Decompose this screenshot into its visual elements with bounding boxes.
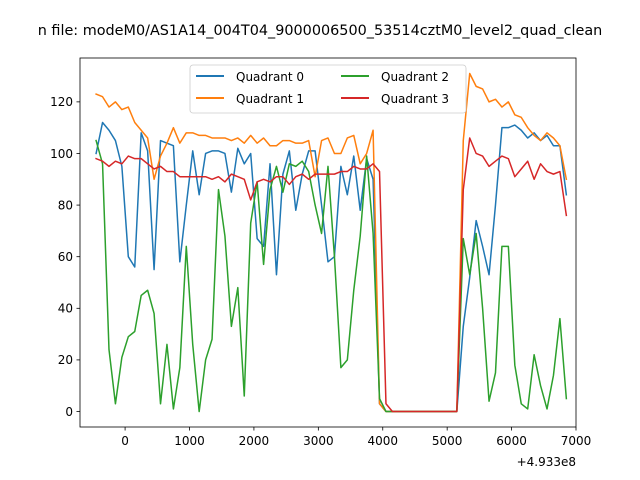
series-layer bbox=[95, 72, 568, 413]
series-line-quadrant-1 bbox=[95, 72, 568, 413]
series-line-quadrant-2 bbox=[95, 139, 568, 413]
y-tick-label: 100 bbox=[50, 147, 73, 161]
x-tick-label: 6000 bbox=[496, 434, 527, 448]
y-tick-label: 120 bbox=[50, 95, 73, 109]
y-tick-label: 60 bbox=[58, 250, 73, 264]
legend-frame bbox=[189, 64, 467, 114]
plot-area-frame bbox=[79, 57, 577, 428]
legend-label-quadrant-3: Quadrant 3 bbox=[381, 92, 449, 106]
legend-label-quadrant-2: Quadrant 2 bbox=[381, 70, 449, 84]
x-tick-label: 0 bbox=[121, 434, 129, 448]
y-tick-label: 20 bbox=[58, 353, 73, 367]
x-tick-label: 1000 bbox=[174, 434, 205, 448]
legend: Quadrant 0 Quadrant 1 Quadrant 2 Quadran… bbox=[189, 64, 467, 114]
x-tick-label: 3000 bbox=[303, 434, 334, 448]
series-line-quadrant-3 bbox=[95, 137, 568, 413]
x-tick-label: 4000 bbox=[367, 434, 398, 448]
x-axis: 0 1000 2000 3000 4000 5000 6000 7000 bbox=[121, 427, 591, 448]
series-line-quadrant-0 bbox=[95, 121, 568, 413]
x-offset-label: +4.933e8 bbox=[517, 455, 576, 469]
y-axis: 0 20 40 60 80 100 120 bbox=[50, 95, 80, 419]
y-tick-label: 40 bbox=[58, 302, 73, 316]
chart-title: n file: modeM0/AS1A14_004T04_9000006500_… bbox=[38, 23, 603, 39]
x-tick-label: 2000 bbox=[239, 434, 270, 448]
legend-label-quadrant-1: Quadrant 1 bbox=[236, 92, 304, 106]
x-tick-label: 5000 bbox=[432, 434, 463, 448]
y-tick-label: 80 bbox=[58, 198, 73, 212]
y-tick-label: 0 bbox=[65, 405, 73, 419]
legend-label-quadrant-0: Quadrant 0 bbox=[236, 70, 304, 84]
x-tick-label: 7000 bbox=[561, 434, 592, 448]
